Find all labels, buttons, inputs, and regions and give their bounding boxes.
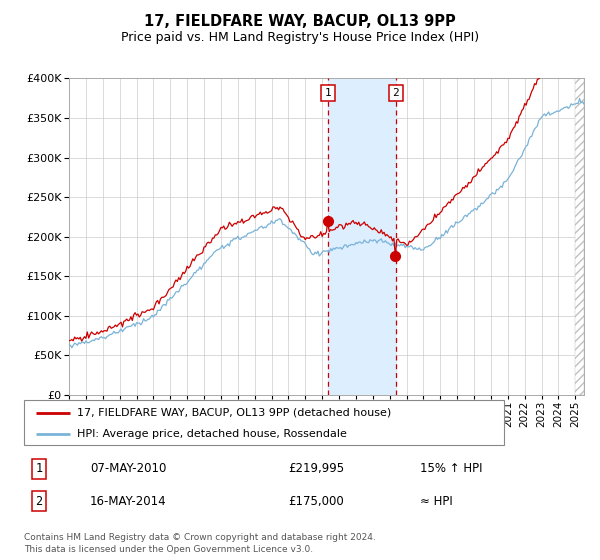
Text: Contains HM Land Registry data © Crown copyright and database right 2024.: Contains HM Land Registry data © Crown c… xyxy=(24,533,376,542)
Text: 17, FIELDFARE WAY, BACUP, OL13 9PP: 17, FIELDFARE WAY, BACUP, OL13 9PP xyxy=(144,14,456,29)
Text: 07-MAY-2010: 07-MAY-2010 xyxy=(90,462,166,475)
Text: This data is licensed under the Open Government Licence v3.0.: This data is licensed under the Open Gov… xyxy=(24,545,313,554)
Text: £219,995: £219,995 xyxy=(288,462,344,475)
Text: 1: 1 xyxy=(325,88,331,98)
Text: 2: 2 xyxy=(35,494,43,508)
Text: 17, FIELDFARE WAY, BACUP, OL13 9PP (detached house): 17, FIELDFARE WAY, BACUP, OL13 9PP (deta… xyxy=(77,408,391,418)
Text: 16-MAY-2014: 16-MAY-2014 xyxy=(90,494,167,508)
Text: HPI: Average price, detached house, Rossendale: HPI: Average price, detached house, Ross… xyxy=(77,429,347,439)
Text: 1: 1 xyxy=(35,462,43,475)
Text: 2: 2 xyxy=(392,88,400,98)
Text: Price paid vs. HM Land Registry's House Price Index (HPI): Price paid vs. HM Land Registry's House … xyxy=(121,31,479,44)
Text: £175,000: £175,000 xyxy=(288,494,344,508)
Text: 15% ↑ HPI: 15% ↑ HPI xyxy=(420,462,482,475)
Bar xyxy=(328,78,396,395)
Text: ≈ HPI: ≈ HPI xyxy=(420,494,453,508)
